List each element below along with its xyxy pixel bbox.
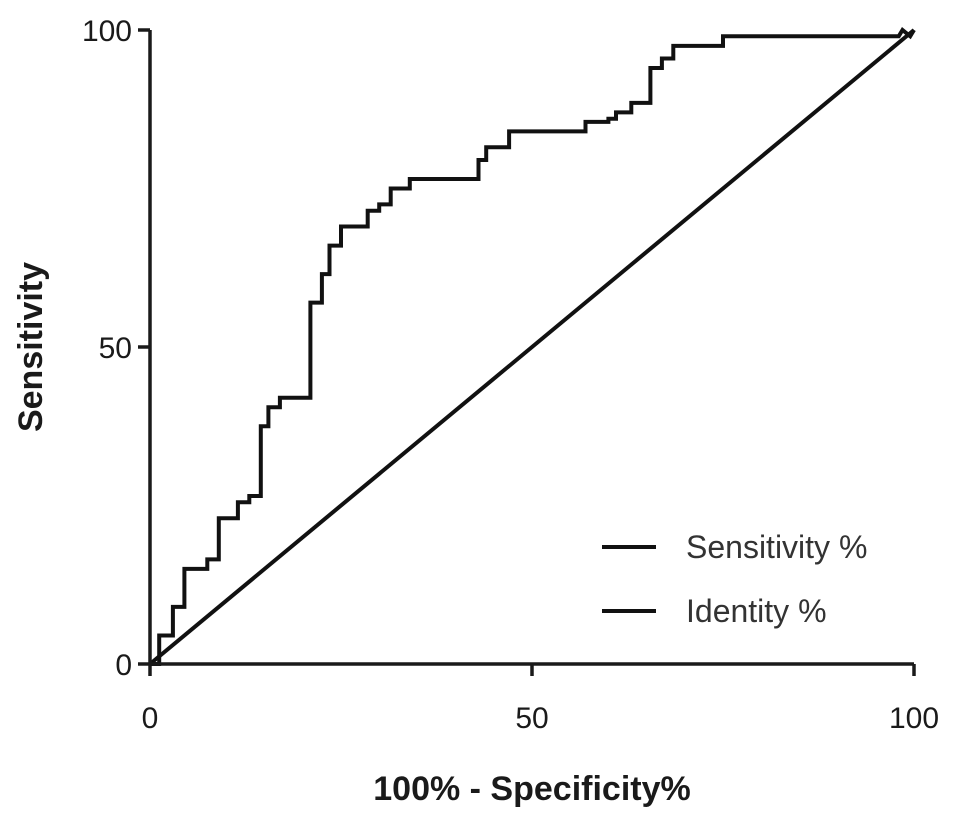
- x-tick-label: 0: [142, 702, 159, 735]
- legend: Sensitivity % Identity %: [602, 529, 867, 629]
- x-axis-title: 100% - Specificity%: [373, 770, 690, 808]
- y-tick-label: 50: [99, 332, 132, 365]
- y-axis-title: Sensitivity: [12, 262, 50, 432]
- legend-label-identity: Identity %: [686, 593, 827, 629]
- y-tick-label: 0: [115, 649, 132, 682]
- series-line-identity: [148, 28, 916, 666]
- x-tick-label: 100: [889, 702, 939, 735]
- plot-area: [148, 26, 916, 666]
- legend-label-sensitivity: Sensitivity %: [686, 529, 867, 565]
- x-tick-label: 50: [515, 702, 548, 735]
- y-tick-label: 100: [82, 15, 132, 48]
- series-line-sensitivity: [150, 26, 916, 666]
- axis-ticks: 0 50 100 0 50 100: [82, 15, 939, 735]
